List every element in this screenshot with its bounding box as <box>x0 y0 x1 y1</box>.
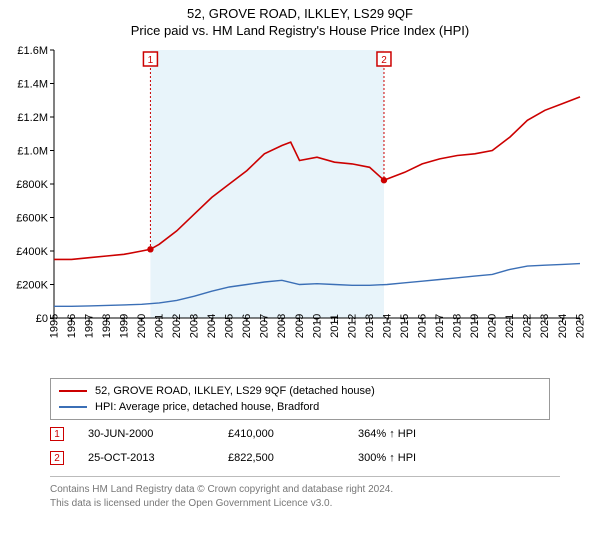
legend-swatch <box>59 406 87 408</box>
svg-text:2011: 2011 <box>329 314 341 338</box>
svg-text:2: 2 <box>381 55 387 66</box>
svg-text:2019: 2019 <box>469 314 481 338</box>
svg-text:2000: 2000 <box>136 314 148 338</box>
marker-date: 30-JUN-2000 <box>88 428 228 440</box>
footer-line2: This data is licensed under the Open Gov… <box>50 497 560 511</box>
svg-text:£1.2M: £1.2M <box>17 112 48 124</box>
svg-text:£1.0M: £1.0M <box>17 146 48 158</box>
svg-text:£200K: £200K <box>16 280 48 292</box>
title-block: 52, GROVE ROAD, ILKLEY, LS29 9QF Price p… <box>0 0 600 38</box>
svg-text:2005: 2005 <box>224 314 236 338</box>
legend-label: 52, GROVE ROAD, ILKLEY, LS29 9QF (detach… <box>95 385 375 397</box>
svg-text:2016: 2016 <box>417 314 429 338</box>
svg-text:2024: 2024 <box>557 314 569 338</box>
svg-text:2022: 2022 <box>522 314 534 338</box>
marker-price: £410,000 <box>228 428 358 440</box>
title-subtitle: Price paid vs. HM Land Registry's House … <box>0 23 600 38</box>
svg-text:1999: 1999 <box>118 314 130 338</box>
marker-row: 1 30-JUN-2000£410,000364% ↑ HPI <box>50 422 550 446</box>
svg-text:2025: 2025 <box>574 314 586 338</box>
svg-text:1995: 1995 <box>48 314 60 338</box>
svg-text:£800K: £800K <box>16 179 48 191</box>
svg-text:2021: 2021 <box>504 314 516 338</box>
svg-text:£0: £0 <box>36 313 48 325</box>
footer: Contains HM Land Registry data © Crown c… <box>50 476 560 510</box>
svg-text:2023: 2023 <box>539 314 551 338</box>
legend-row: 52, GROVE ROAD, ILKLEY, LS29 9QF (detach… <box>59 383 541 399</box>
marker-table: 1 30-JUN-2000£410,000364% ↑ HPI 2 25-OCT-20… <box>50 422 550 470</box>
svg-text:2001: 2001 <box>153 314 165 338</box>
marker-row: 2 25-OCT-2013£822,500300% ↑ HPI <box>50 446 550 470</box>
marker-pct: 364% ↑ HPI <box>358 428 478 440</box>
marker-number-box: 1 <box>50 427 64 441</box>
svg-text:2018: 2018 <box>452 314 464 338</box>
legend-label: HPI: Average price, detached house, Brad… <box>95 401 319 413</box>
legend-swatch <box>59 390 87 392</box>
svg-text:2006: 2006 <box>241 314 253 338</box>
footer-line1: Contains HM Land Registry data © Crown c… <box>50 483 560 497</box>
svg-text:2010: 2010 <box>311 314 323 338</box>
line-chart-svg: £0 £200K £400K £600K £800K £1.0M £1.2M £1.4M £1.… <box>10 44 590 372</box>
chart-container: 52, GROVE ROAD, ILKLEY, LS29 9QF Price p… <box>0 0 600 560</box>
svg-text:2013: 2013 <box>364 314 376 338</box>
marker-pct: 300% ↑ HPI <box>358 452 478 464</box>
svg-text:1996: 1996 <box>66 314 78 338</box>
marker-price: £822,500 <box>228 452 358 464</box>
chart-area: £0 £200K £400K £600K £800K £1.0M £1.2M £1.4M £1.… <box>10 44 590 372</box>
legend-row: HPI: Average price, detached house, Brad… <box>59 399 541 415</box>
svg-text:£600K: £600K <box>16 213 48 225</box>
svg-text:£1.4M: £1.4M <box>17 79 48 91</box>
marker-number-box: 2 <box>50 451 64 465</box>
title-address: 52, GROVE ROAD, ILKLEY, LS29 9QF <box>0 6 600 21</box>
marker-date: 25-OCT-2013 <box>88 452 228 464</box>
svg-text:2017: 2017 <box>434 314 446 338</box>
svg-text:2014: 2014 <box>381 314 393 338</box>
svg-text:1: 1 <box>148 55 154 66</box>
svg-text:2008: 2008 <box>276 314 288 338</box>
svg-text:£400K: £400K <box>16 246 48 258</box>
svg-text:2015: 2015 <box>399 314 411 338</box>
svg-text:1998: 1998 <box>101 314 113 338</box>
svg-text:1997: 1997 <box>83 314 95 338</box>
svg-text:2003: 2003 <box>189 314 201 338</box>
svg-text:2002: 2002 <box>171 314 183 338</box>
svg-text:2009: 2009 <box>294 314 306 338</box>
svg-text:2012: 2012 <box>346 314 358 338</box>
svg-text:2020: 2020 <box>487 314 499 338</box>
svg-text:£1.6M: £1.6M <box>17 45 48 57</box>
svg-text:2004: 2004 <box>206 314 218 338</box>
svg-text:2007: 2007 <box>259 314 271 338</box>
legend: 52, GROVE ROAD, ILKLEY, LS29 9QF (detach… <box>50 378 550 420</box>
